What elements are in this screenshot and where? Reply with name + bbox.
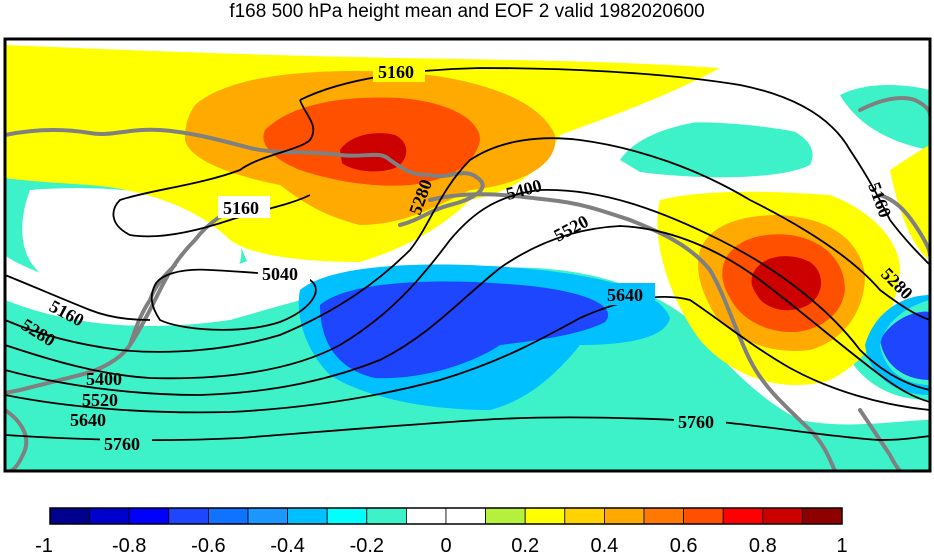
contour-label-5400-west: 5400 — [86, 369, 122, 389]
shade-white-west — [22, 188, 242, 297]
contour-5280 — [5, 137, 930, 353]
colorbar — [49, 507, 843, 525]
colorbar-swatch — [643, 507, 684, 525]
contour-label-5760-west: 5760 — [104, 434, 140, 454]
shade-band-cyan-southeast — [865, 295, 930, 395]
map-frame — [3, 37, 932, 473]
colorbar-tick-label: 0 — [440, 535, 452, 557]
coastline-alaska-peninsula — [428, 192, 837, 471]
colorbar-swatch — [168, 507, 209, 525]
coastline-north — [5, 127, 485, 227]
contour-label-5160-mid: 5160 — [223, 198, 259, 218]
colorbar-swatch — [89, 507, 130, 525]
shade-band-cyan-ne — [840, 85, 930, 150]
contour-5640 — [5, 296, 930, 414]
colorbar-swatch — [604, 507, 645, 525]
colorbar-swatch — [802, 507, 843, 525]
colorbar-swatch — [405, 507, 447, 525]
height-contours — [5, 67, 930, 442]
colorbar-swatch — [722, 507, 764, 525]
colorbar-swatch — [366, 507, 407, 525]
colorbar-swatch — [564, 507, 605, 525]
colorbar-swatch — [326, 507, 368, 525]
colorbar-swatch — [287, 507, 328, 525]
shade-band-blue-east — [880, 311, 930, 380]
colorbar-tick-label: -0.6 — [191, 535, 226, 557]
coastline-sw-america — [858, 408, 902, 471]
contour-label-5520-west: 5520 — [82, 390, 118, 410]
contour-label-5640-mid: 5640 — [607, 285, 643, 305]
colorbar-tick-label: -0.8 — [111, 535, 147, 557]
contour-5160-west — [5, 274, 151, 321]
colorbar-outline — [49, 507, 843, 525]
colorbar-tick-label: -0.4 — [270, 535, 305, 557]
eof-shading — [5, 45, 930, 471]
contour-5400 — [5, 189, 930, 391]
contour-5760 — [5, 416, 930, 442]
contour-5160-loop — [112, 99, 315, 238]
coastline-kamchatka — [128, 263, 177, 347]
map-title: f168 500 hPa height mean and EOF 2 valid… — [229, 1, 705, 22]
contour-5160-north — [299, 67, 930, 266]
contour-labels: 5160 5160 5160 5160 5040 5280 5280 5280 … — [18, 60, 917, 454]
colorbar-tick-label: 0.4 — [590, 535, 619, 557]
colorbar-swatch — [524, 507, 566, 525]
colorbar-swatch — [49, 507, 90, 525]
colorbar-tick-label: 0.2 — [511, 535, 540, 557]
colorbar-swatch — [762, 507, 803, 525]
colorbar-swatch — [445, 507, 486, 525]
colorbar-swatch — [247, 507, 288, 525]
contour-label-5640-west: 5640 — [70, 410, 106, 430]
shade-band-darkred-east — [751, 256, 822, 311]
colorbar-swatch — [683, 507, 724, 525]
contour-label-5520-mid: 5520 — [550, 211, 591, 246]
colorbar-tick-label: 0.6 — [669, 535, 698, 557]
contour-label-5160-top: 5160 — [378, 62, 414, 82]
colorbar-tick-label: 1 — [836, 535, 848, 557]
contour-5040 — [150, 268, 317, 331]
colorbar-swatch — [207, 507, 249, 525]
contour-5520 — [5, 225, 930, 403]
contour-label-5040: 5040 — [262, 264, 298, 284]
colorbar-tick-label: -0.2 — [349, 535, 385, 557]
colorbar-swatch — [128, 507, 170, 525]
shade-band-cyan-north — [620, 119, 813, 178]
colorbar-swatch — [485, 507, 526, 525]
contour-label-5760-east: 5760 — [678, 412, 714, 432]
coastline-japan — [5, 408, 29, 471]
contour-label-5160-east: 5160 — [864, 180, 895, 221]
colorbar-tick-label: -1 — [35, 535, 53, 557]
colorbar-tick-label: 0.8 — [748, 535, 777, 557]
